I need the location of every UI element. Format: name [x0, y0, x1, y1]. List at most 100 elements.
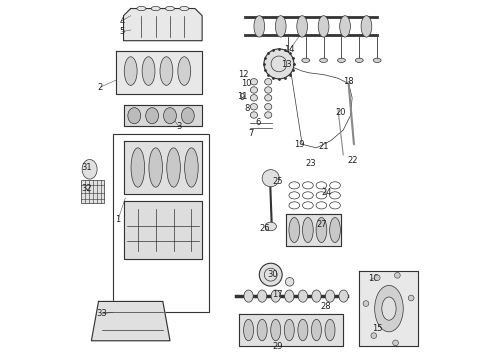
Ellipse shape — [270, 319, 281, 341]
Ellipse shape — [285, 290, 294, 302]
Ellipse shape — [146, 108, 159, 124]
Text: 23: 23 — [306, 159, 317, 168]
Ellipse shape — [375, 285, 403, 332]
Polygon shape — [123, 105, 202, 126]
Ellipse shape — [254, 16, 265, 37]
Ellipse shape — [298, 319, 308, 341]
Text: 4: 4 — [119, 17, 124, 26]
Text: 16: 16 — [368, 274, 379, 283]
Ellipse shape — [275, 16, 286, 37]
Text: 1: 1 — [116, 215, 121, 224]
Circle shape — [408, 295, 414, 301]
Text: 28: 28 — [320, 302, 331, 311]
Text: 12: 12 — [238, 70, 248, 79]
Circle shape — [374, 275, 380, 281]
Text: 13: 13 — [281, 60, 292, 69]
Ellipse shape — [330, 217, 341, 243]
Text: 22: 22 — [347, 156, 357, 165]
Circle shape — [285, 278, 294, 286]
Bar — [113, 134, 209, 312]
Text: 9: 9 — [240, 93, 245, 102]
Ellipse shape — [181, 108, 194, 124]
Text: 8: 8 — [244, 104, 249, 113]
Ellipse shape — [373, 58, 381, 63]
Polygon shape — [117, 51, 202, 94]
Text: 3: 3 — [176, 122, 182, 131]
Ellipse shape — [149, 148, 163, 187]
Ellipse shape — [289, 217, 300, 243]
Polygon shape — [92, 301, 170, 341]
Ellipse shape — [355, 58, 363, 63]
Ellipse shape — [250, 104, 258, 110]
Circle shape — [392, 340, 398, 346]
Text: 25: 25 — [272, 177, 282, 186]
Text: 31: 31 — [82, 163, 93, 172]
Ellipse shape — [167, 148, 180, 187]
Text: 7: 7 — [249, 129, 254, 138]
Text: 27: 27 — [317, 220, 327, 229]
Ellipse shape — [250, 95, 258, 101]
Ellipse shape — [265, 95, 272, 101]
Ellipse shape — [244, 319, 253, 341]
Ellipse shape — [250, 112, 258, 118]
Ellipse shape — [338, 58, 345, 63]
Ellipse shape — [325, 319, 335, 341]
Text: 2: 2 — [98, 83, 103, 92]
Ellipse shape — [258, 290, 267, 302]
Ellipse shape — [142, 57, 155, 85]
Ellipse shape — [302, 217, 313, 243]
Ellipse shape — [339, 290, 348, 302]
Ellipse shape — [318, 16, 329, 37]
Text: 11: 11 — [237, 91, 247, 100]
Ellipse shape — [265, 78, 272, 85]
Ellipse shape — [137, 6, 146, 11]
Ellipse shape — [302, 58, 310, 63]
Text: 15: 15 — [372, 324, 382, 333]
Ellipse shape — [265, 87, 272, 93]
Text: 29: 29 — [272, 342, 283, 351]
Ellipse shape — [151, 6, 160, 11]
Text: 24: 24 — [321, 188, 332, 197]
Text: 32: 32 — [82, 184, 93, 193]
Text: 19: 19 — [294, 140, 305, 149]
Ellipse shape — [128, 108, 141, 124]
Polygon shape — [123, 202, 202, 258]
Ellipse shape — [298, 290, 308, 302]
Circle shape — [371, 333, 377, 338]
Ellipse shape — [180, 6, 189, 11]
Text: 17: 17 — [272, 290, 283, 299]
Ellipse shape — [166, 6, 174, 11]
Ellipse shape — [316, 217, 327, 243]
Text: 5: 5 — [119, 27, 124, 36]
Ellipse shape — [382, 297, 396, 320]
Ellipse shape — [319, 58, 327, 63]
Ellipse shape — [312, 319, 321, 341]
Ellipse shape — [124, 57, 137, 85]
Ellipse shape — [284, 319, 294, 341]
Circle shape — [394, 273, 400, 278]
Text: 26: 26 — [259, 224, 270, 233]
Circle shape — [264, 49, 294, 79]
Ellipse shape — [82, 159, 97, 179]
Text: 20: 20 — [336, 108, 346, 117]
Ellipse shape — [257, 319, 267, 341]
Ellipse shape — [284, 58, 292, 63]
Circle shape — [363, 301, 369, 306]
Ellipse shape — [361, 16, 372, 37]
Circle shape — [262, 170, 279, 187]
Ellipse shape — [131, 148, 145, 187]
Text: 18: 18 — [343, 77, 354, 86]
Ellipse shape — [297, 16, 308, 37]
Polygon shape — [286, 214, 341, 246]
Ellipse shape — [312, 290, 321, 302]
Ellipse shape — [160, 57, 173, 85]
Text: 21: 21 — [318, 141, 329, 150]
Ellipse shape — [265, 112, 272, 118]
Ellipse shape — [250, 87, 258, 93]
Polygon shape — [239, 314, 343, 346]
Ellipse shape — [265, 222, 276, 231]
Ellipse shape — [244, 290, 253, 302]
Ellipse shape — [325, 290, 335, 302]
Ellipse shape — [178, 57, 191, 85]
Polygon shape — [359, 271, 418, 346]
